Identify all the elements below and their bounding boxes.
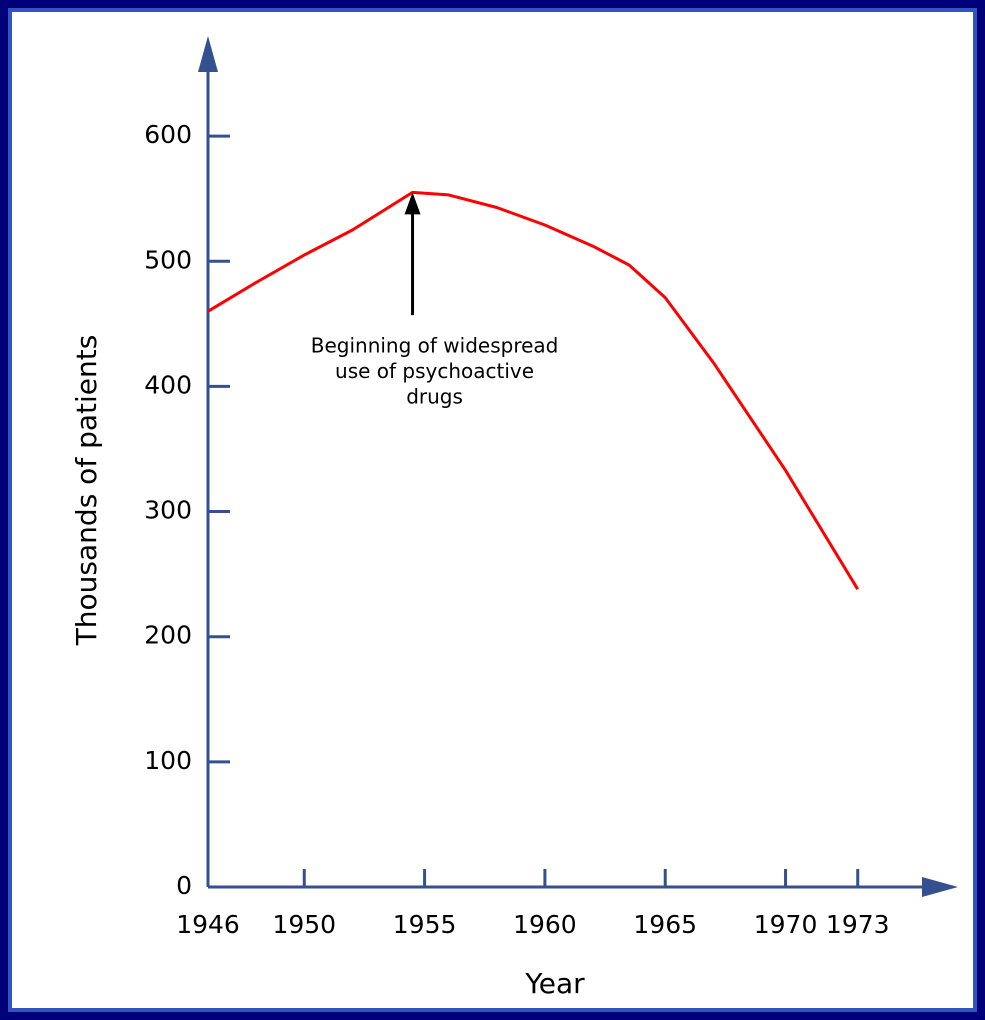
annotation-arrow-head (404, 192, 421, 215)
x-tick-label: 1960 (513, 910, 577, 939)
y-tick-label: 300 (144, 496, 192, 525)
y-tick-label: 500 (144, 245, 192, 274)
y-axis-arrow (198, 36, 218, 72)
x-tick-label: 1970 (754, 910, 818, 939)
annotation-text: Beginning of widespread (311, 334, 559, 358)
x-tick-label: 1946 (176, 910, 240, 939)
annotation-text: drugs (406, 385, 463, 409)
plot-background (12, 12, 973, 1008)
y-axis-title: Thousands of patients (70, 335, 103, 647)
y-tick-label: 400 (144, 370, 192, 399)
annotation-text: use of psychoactive (335, 359, 534, 383)
x-tick-label: 1955 (393, 910, 457, 939)
x-axis-title: Year (524, 967, 585, 1000)
data-line (207, 190, 859, 590)
x-tick-label: 1950 (272, 910, 336, 939)
y-tick-label: 100 (144, 746, 192, 775)
x-tick-label: 1965 (633, 910, 697, 939)
y-tick-label: 200 (144, 621, 192, 650)
y-tick-label: 0 (176, 871, 192, 900)
x-axis-arrow (922, 877, 958, 897)
y-tick-label: 600 (144, 120, 192, 149)
x-tick-label: 1973 (826, 910, 890, 939)
